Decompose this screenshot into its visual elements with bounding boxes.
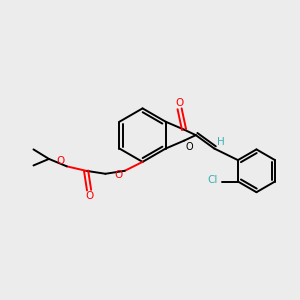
Text: O: O — [186, 142, 193, 152]
Text: O: O — [85, 191, 94, 201]
Text: H: H — [217, 137, 225, 147]
Text: O: O — [115, 170, 123, 180]
Text: O: O — [176, 98, 184, 108]
Text: O: O — [57, 156, 65, 166]
Text: Cl: Cl — [208, 175, 218, 185]
